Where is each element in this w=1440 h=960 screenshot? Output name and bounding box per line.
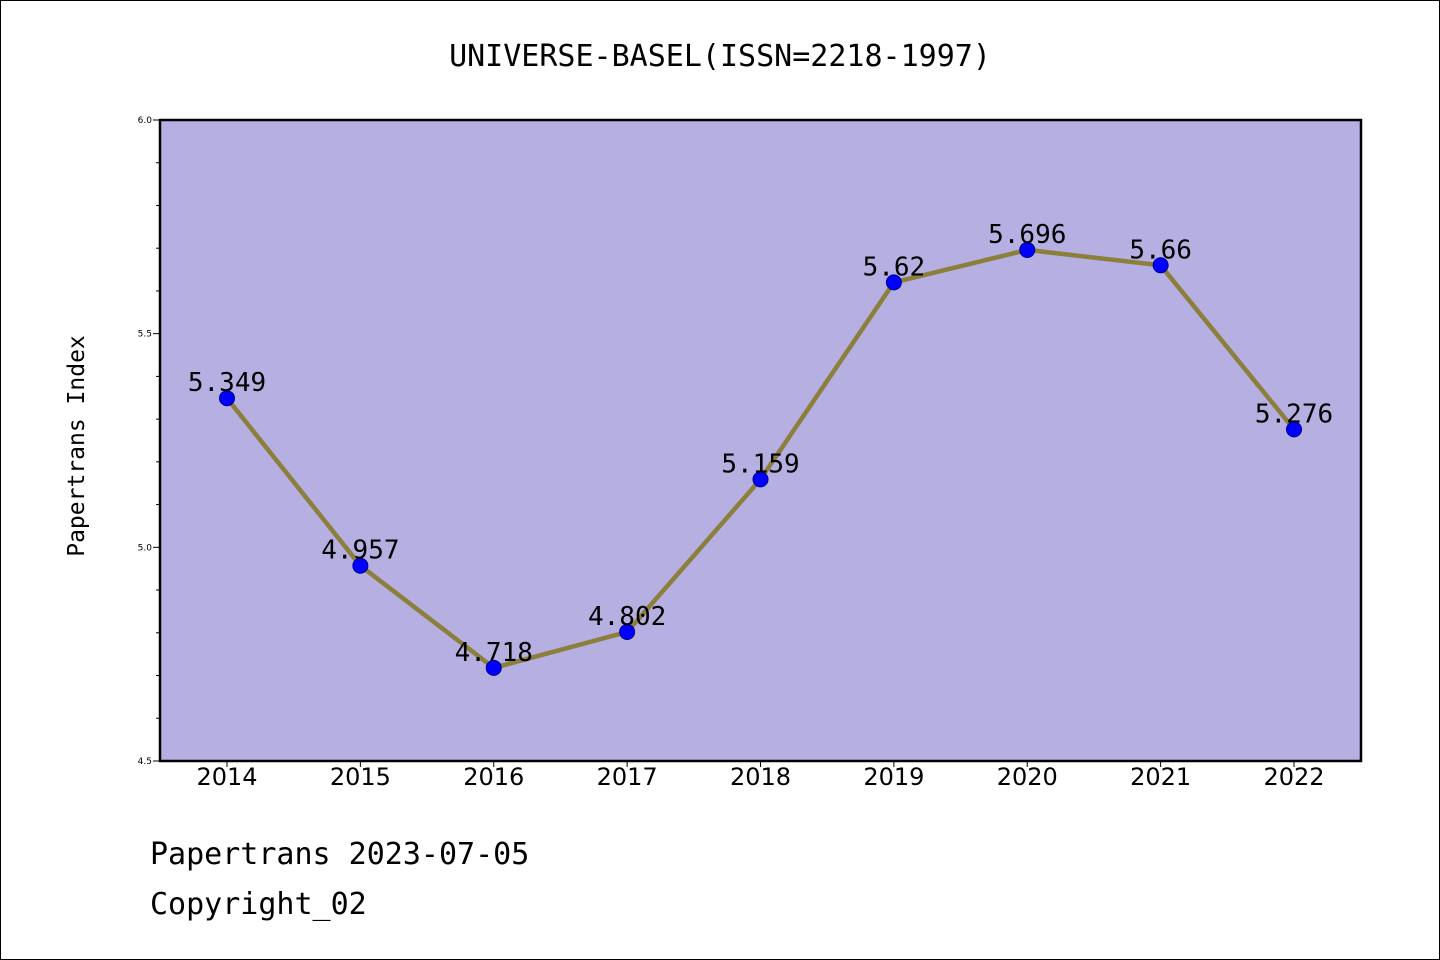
y-tick-label: 6.0: [138, 116, 153, 126]
data-point: [352, 557, 369, 574]
data-label: 5.696: [988, 220, 1066, 250]
x-tick-label: 2014: [196, 763, 257, 791]
data-label: 4.957: [321, 536, 399, 566]
footer-copyright: Copyright_02: [150, 887, 367, 922]
data-label: 5.159: [721, 449, 799, 479]
y-axis: 4.5 5.0 5.5 6.0: [138, 116, 160, 767]
y-tick-label: 4.5: [138, 757, 152, 767]
data-label: 5.66: [1129, 235, 1192, 265]
data-point: [219, 390, 235, 407]
x-tick-label: 2019: [863, 763, 924, 791]
data-labels: 5.349 4.957 4.718 4.802 5.159 5.62 5.696 5.66 5.…: [188, 220, 1333, 668]
data-label: 4.802: [588, 602, 666, 632]
x-tick-label: 2015: [330, 763, 391, 791]
y-tick-label: 5.5: [138, 330, 152, 340]
data-markers: [219, 241, 1302, 676]
data-point: [619, 623, 636, 640]
data-label: 5.349: [188, 368, 266, 398]
x-tick-label: 2017: [597, 763, 658, 791]
x-tick-label: 2016: [463, 763, 524, 791]
data-label: 5.276: [1255, 399, 1333, 429]
x-tick-label: 2022: [1263, 763, 1324, 791]
data-point: [752, 471, 769, 488]
data-point: [1152, 257, 1169, 274]
footer-date: Papertrans 2023-07-05: [150, 837, 529, 872]
data-point: [1286, 421, 1302, 438]
x-tick-label: 2018: [730, 763, 791, 791]
x-axis: 2014 2015 2016 2017 2018 2019 2020 2021 2022: [196, 761, 1325, 791]
y-axis-label: Papertrans Index: [64, 335, 90, 557]
x-tick-label: 2020: [997, 763, 1058, 791]
y-tick-label: 5.0: [138, 543, 153, 553]
data-label: 5.62: [863, 252, 926, 282]
data-point: [1019, 241, 1036, 258]
data-point: [885, 274, 902, 291]
data-label: 4.718: [455, 638, 533, 668]
x-tick-label: 2021: [1130, 763, 1191, 791]
chart-title: UNIVERSE-BASEL(ISSN=2218-1997): [449, 39, 991, 74]
data-point: [485, 659, 502, 676]
plot-area: [158, 118, 1363, 763]
